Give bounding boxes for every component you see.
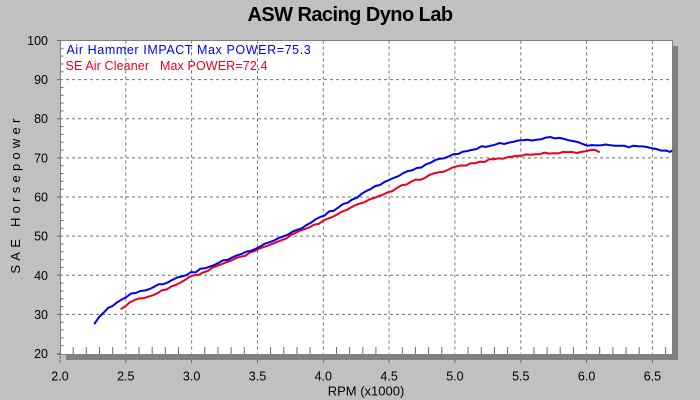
svg-text:6.0: 6.0 bbox=[578, 370, 595, 384]
svg-text:70: 70 bbox=[34, 151, 48, 165]
svg-text:5.5: 5.5 bbox=[512, 370, 529, 384]
svg-text:90: 90 bbox=[34, 73, 48, 87]
svg-text:3.0: 3.0 bbox=[183, 370, 200, 384]
svg-text:2.0: 2.0 bbox=[51, 370, 68, 384]
svg-text:4.0: 4.0 bbox=[315, 370, 332, 384]
svg-text:30: 30 bbox=[34, 308, 48, 322]
svg-text:40: 40 bbox=[34, 269, 48, 283]
svg-text:3.5: 3.5 bbox=[249, 370, 266, 384]
svg-text:Air Hammer IMPACT Max POWER=75: Air Hammer IMPACT Max POWER=75.3 bbox=[67, 43, 312, 57]
svg-text:ASW Racing Dyno Lab: ASW Racing Dyno Lab bbox=[247, 4, 452, 26]
svg-text:SE Air Cleaner Max POWER=72.: SE Air Cleaner Max POWER=72.4 bbox=[66, 59, 268, 73]
svg-text:20: 20 bbox=[34, 347, 48, 361]
svg-text:5.0: 5.0 bbox=[446, 370, 463, 384]
svg-text:RPM (x1000): RPM (x1000) bbox=[328, 384, 405, 399]
svg-text:SAE Horsepower: SAE Horsepower bbox=[8, 114, 23, 273]
svg-text:80: 80 bbox=[34, 112, 48, 126]
svg-text:6.5: 6.5 bbox=[644, 370, 661, 384]
svg-text:2.5: 2.5 bbox=[117, 370, 134, 384]
svg-text:50: 50 bbox=[34, 230, 48, 244]
svg-text:4.5: 4.5 bbox=[380, 370, 397, 384]
svg-text:60: 60 bbox=[34, 191, 48, 205]
svg-text:100: 100 bbox=[27, 34, 48, 48]
